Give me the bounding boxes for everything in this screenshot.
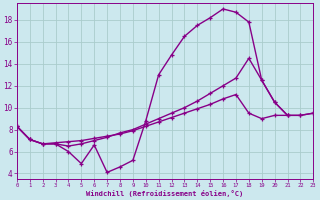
X-axis label: Windchill (Refroidissement éolien,°C): Windchill (Refroidissement éolien,°C) bbox=[86, 190, 244, 197]
